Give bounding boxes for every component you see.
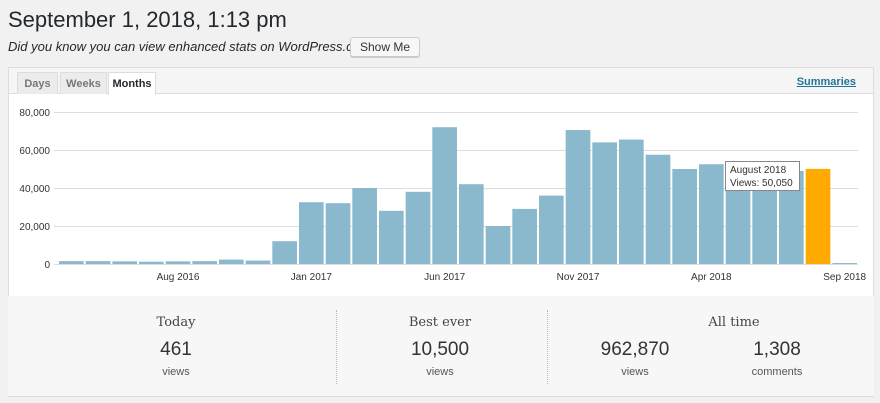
bar-nov-2017[interactable]: [565, 130, 591, 264]
bar-jan-2018[interactable]: [619, 139, 644, 264]
x-tick-label: Aug 2016: [157, 272, 200, 283]
bar-oct-2017[interactable]: [539, 195, 564, 264]
x-tick-label: Jan 2017: [291, 272, 333, 283]
stats-divider: [336, 310, 337, 384]
y-tick-label: 0: [44, 260, 50, 271]
bar-sep-2016[interactable]: [192, 261, 217, 264]
bar-may-2016[interactable]: [85, 261, 111, 264]
today-label: Today: [156, 315, 196, 330]
best-ever-unit: views: [426, 366, 454, 378]
bar-may-2018[interactable]: [725, 188, 751, 264]
bar-feb-2017[interactable]: [325, 203, 351, 264]
bar-may-2017[interactable]: [405, 191, 431, 264]
best-ever-value: 10,500: [410, 339, 470, 360]
x-tick-label: Apr 2018: [691, 272, 732, 283]
bar-jun-2017[interactable]: [432, 127, 457, 264]
bar-apr-2017[interactable]: [379, 210, 404, 264]
x-tick-label: Nov 2017: [557, 272, 600, 283]
bar-mar-2017[interactable]: [352, 188, 377, 264]
bar-jun-2016[interactable]: [112, 261, 137, 264]
bar-sep-2018[interactable]: [832, 263, 857, 264]
tab-weeks[interactable]: Weeks: [60, 72, 107, 94]
all-time-views-unit: views: [621, 366, 649, 378]
show-me-button[interactable]: Show Me: [350, 37, 421, 57]
bar-nov-2016[interactable]: [245, 260, 271, 264]
bar-jul-2017[interactable]: [459, 184, 484, 264]
all-time-comments-unit: comments: [751, 366, 803, 378]
bar-jan-2017[interactable]: [299, 202, 324, 264]
tooltip-title: August 2018: [730, 165, 787, 176]
bar-jul-2016[interactable]: [139, 261, 164, 264]
bar-oct-2016[interactable]: [219, 259, 244, 264]
bar-feb-2018[interactable]: [645, 154, 671, 264]
page-title: September 1, 2018, 1:13 pm: [8, 7, 287, 32]
bar-mar-2018[interactable]: [672, 169, 697, 264]
y-tick-label: 40,000: [19, 184, 50, 195]
stats-divider: [547, 310, 548, 384]
today-views-value: 461: [160, 339, 192, 360]
tooltip-views: Views: 50,050: [730, 178, 793, 189]
all-time-label: All time: [708, 315, 760, 330]
all-time-comments-value: 1,308: [753, 339, 801, 360]
bar-aug-2017[interactable]: [485, 226, 511, 264]
bar-aug-2016[interactable]: [165, 261, 191, 264]
today-views-unit: views: [162, 366, 190, 378]
x-tick-label: Sep 2018: [823, 272, 866, 283]
bar-sep-2017[interactable]: [512, 208, 537, 264]
bar-apr-2016[interactable]: [59, 261, 84, 264]
all-time-views-value: 962,870: [600, 339, 670, 360]
y-tick-label: 80,000: [19, 108, 50, 119]
bar-dec-2016[interactable]: [272, 241, 297, 264]
period-tabs: Days Weeks Months: [9, 68, 873, 95]
y-tick-label: 20,000: [19, 222, 50, 233]
summaries-link[interactable]: Summaries: [796, 76, 856, 88]
stats-summary: Today 461 views Best ever 10,500 views A…: [8, 296, 874, 396]
x-tick-label: Jun 2017: [424, 272, 466, 283]
y-tick-label: 60,000: [19, 146, 50, 157]
bar-apr-2018[interactable]: [699, 164, 724, 264]
tab-days[interactable]: Days: [17, 72, 58, 94]
bar-dec-2017[interactable]: [592, 142, 617, 264]
bar-aug-2018[interactable]: [805, 168, 831, 264]
chart-tooltip: August 2018 Views: 50,050: [725, 161, 800, 191]
tab-months[interactable]: Months: [108, 72, 156, 95]
enhanced-stats-tip: Did you know you can view enhanced stats…: [8, 39, 378, 54]
best-ever-label: Best ever: [408, 315, 472, 330]
